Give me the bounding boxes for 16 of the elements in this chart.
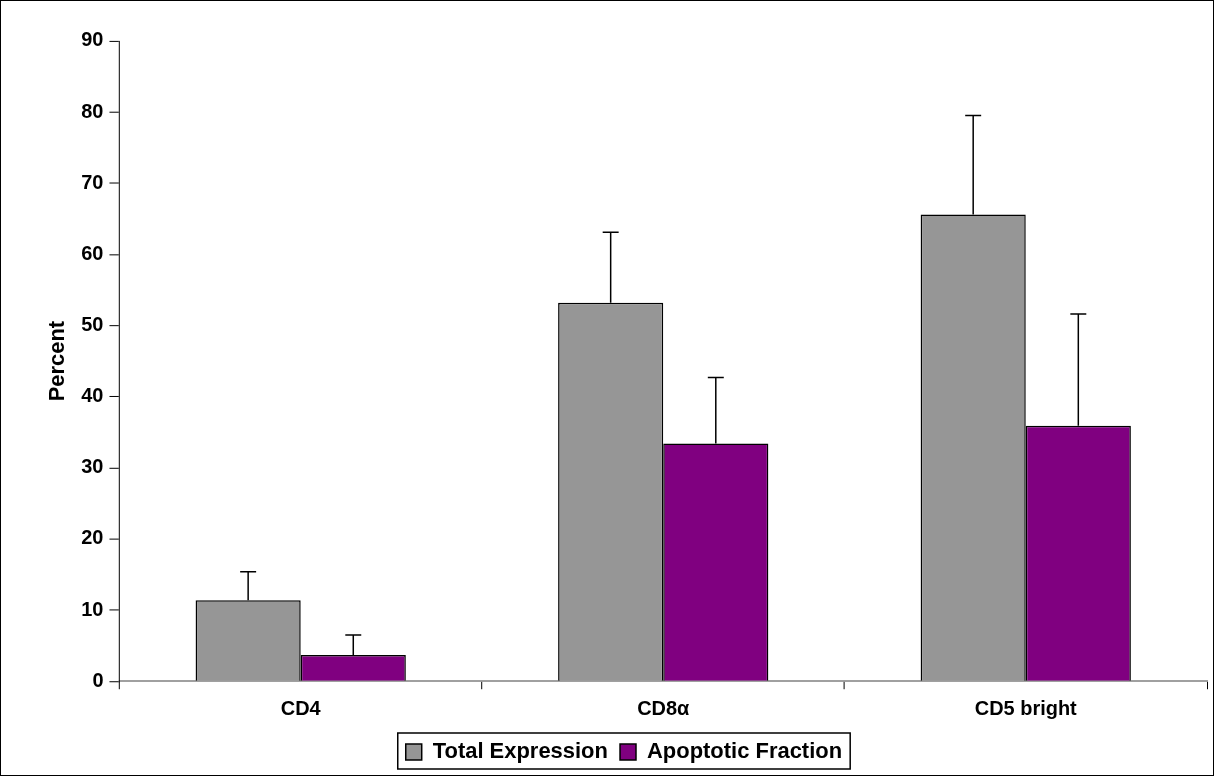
y-tick-label: 30 xyxy=(81,455,104,478)
y-tick-label: 50 xyxy=(81,313,104,335)
y-tick-label: 90 xyxy=(81,28,104,51)
legend-label: Total Expression xyxy=(432,738,608,764)
x-tick-label: CD4 xyxy=(280,696,321,719)
y-tick-label: 10 xyxy=(81,597,104,620)
y-tick-label: 20 xyxy=(81,526,104,549)
x-tick-label: CD5 bright xyxy=(974,696,1078,719)
y-tick-label: 70 xyxy=(81,170,104,193)
y-tick-label: 40 xyxy=(81,384,104,407)
y-tick-label: 80 xyxy=(81,99,104,122)
y-tick-label: 60 xyxy=(81,241,104,264)
y-axis-title: Percent xyxy=(44,320,70,402)
x-tick-label: CD8α xyxy=(637,696,691,719)
y-tick-label: 0 xyxy=(92,668,104,691)
legend-label: Apoptotic Fraction xyxy=(646,738,843,764)
